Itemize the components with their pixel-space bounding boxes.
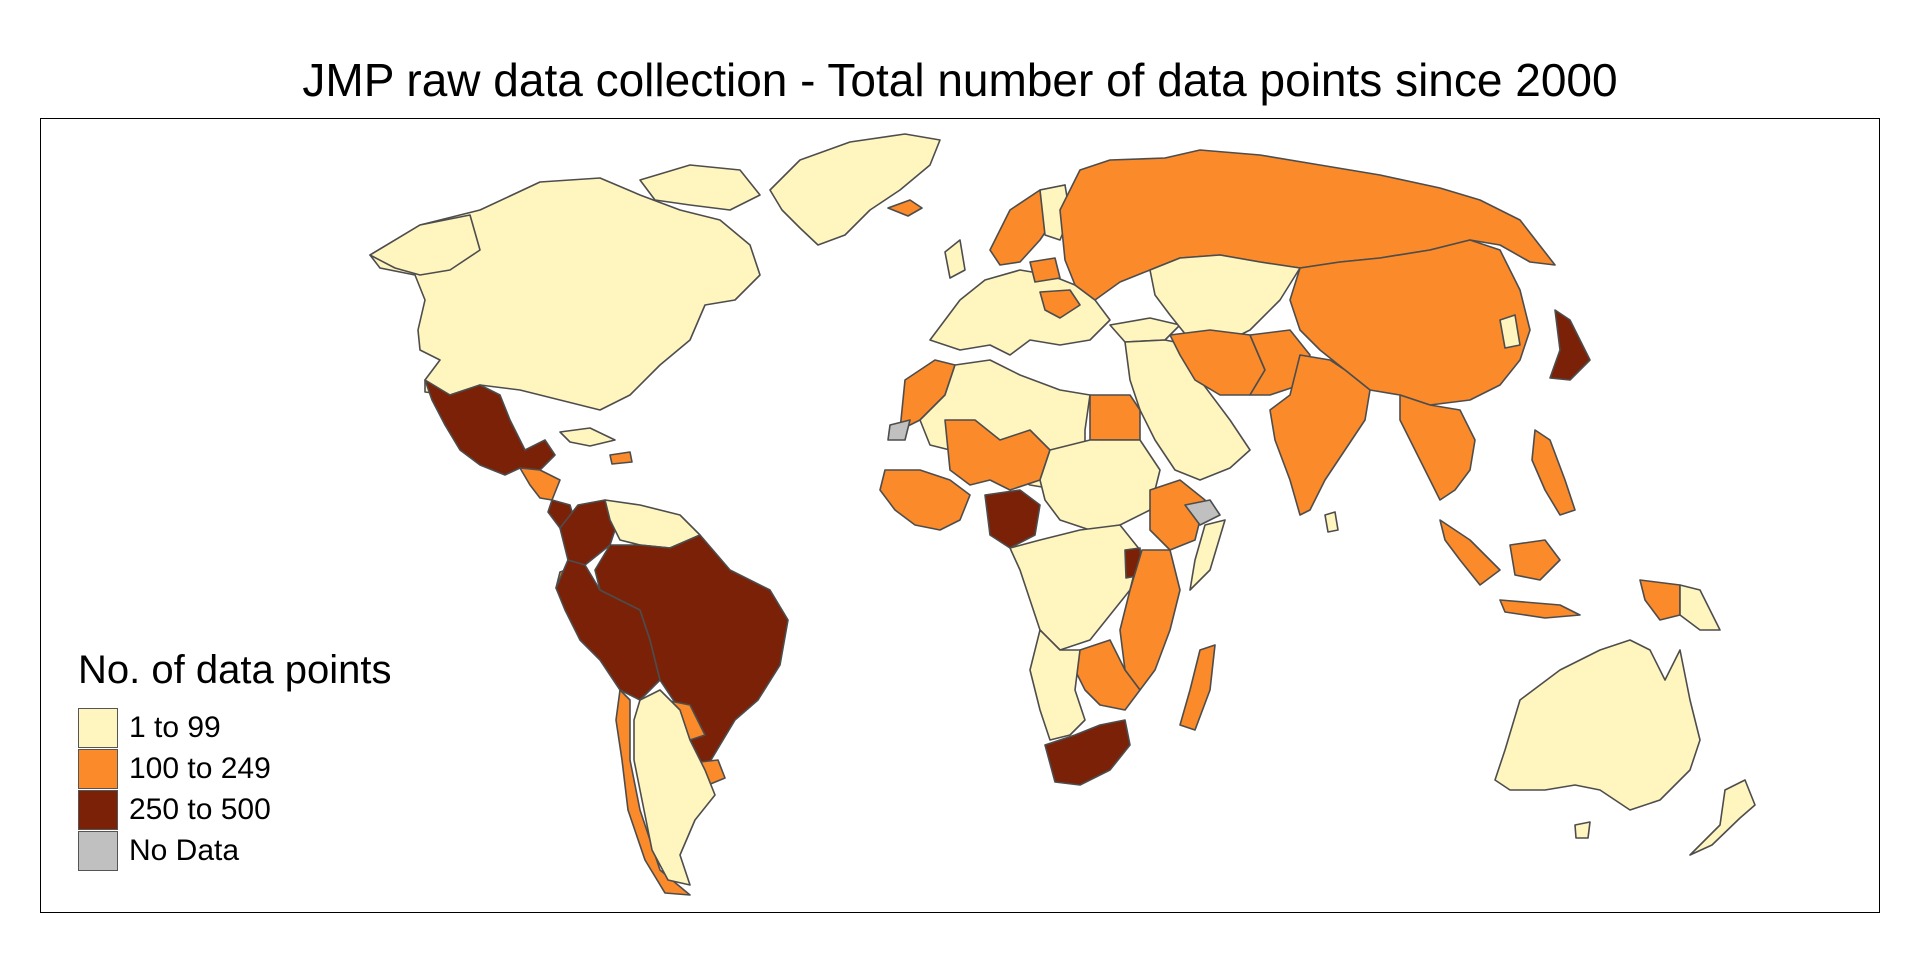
region-east-africa xyxy=(1119,549,1181,691)
legend-label: 100 to 249 xyxy=(129,752,271,785)
region-russia xyxy=(1059,149,1556,301)
region-uk xyxy=(944,239,966,279)
region-alaska xyxy=(369,214,481,276)
region-png xyxy=(1679,584,1721,631)
region-brazil xyxy=(594,534,789,771)
legend-item: 100 to 249 xyxy=(78,749,392,789)
region-china xyxy=(1289,239,1531,406)
region-argentina xyxy=(633,689,716,886)
legend-label: 250 to 500 xyxy=(129,793,271,826)
region-southeast-asia xyxy=(1399,394,1476,501)
region-somalia xyxy=(1184,499,1221,526)
region-tasmania xyxy=(1574,821,1591,839)
region-caribbean-east xyxy=(609,451,633,465)
legend-title: No. of data points xyxy=(78,648,392,692)
region-west-africa xyxy=(879,469,971,531)
region-canada-islands xyxy=(639,164,761,211)
legend-item: No Data xyxy=(78,831,392,871)
region-new-guinea xyxy=(1639,579,1681,621)
region-java xyxy=(1499,599,1581,619)
region-iceland xyxy=(887,199,923,217)
region-poland xyxy=(1029,257,1061,283)
region-sri-lanka xyxy=(1324,511,1339,533)
region-nigeria xyxy=(984,489,1041,549)
region-southern-central-africa xyxy=(1074,639,1141,711)
legend-swatch xyxy=(78,831,118,871)
region-philippines xyxy=(1531,429,1576,516)
legend-label: 1 to 99 xyxy=(129,711,221,744)
region-madagascar xyxy=(1179,644,1216,731)
region-chile xyxy=(615,689,691,896)
region-western-sahara xyxy=(887,419,911,441)
region-south-africa xyxy=(1044,719,1131,786)
legend-swatch xyxy=(78,790,118,830)
region-indonesia xyxy=(1439,519,1501,586)
region-central-america xyxy=(519,467,561,501)
region-southern-africa xyxy=(1029,629,1086,741)
map-frame xyxy=(40,118,1880,913)
region-sudan-chad xyxy=(1039,439,1161,531)
region-turkey xyxy=(1109,317,1181,343)
legend-swatch xyxy=(78,749,118,789)
legend-item: 250 to 500 xyxy=(78,790,392,830)
region-borneo xyxy=(1509,539,1561,581)
legend-swatch xyxy=(78,708,118,748)
region-new-zealand xyxy=(1689,779,1756,856)
region-central-africa xyxy=(1009,524,1141,651)
region-central-asia xyxy=(1149,254,1301,346)
world-map xyxy=(369,133,1756,896)
legend: No. of data points 1 to 99 100 to 249 25… xyxy=(78,646,392,872)
legend-item: 1 to 99 xyxy=(78,708,392,748)
region-greenland xyxy=(769,133,941,246)
map-title: JMP raw data collection - Total number o… xyxy=(302,54,1618,106)
region-somalia-south xyxy=(1189,519,1226,591)
region-north-america xyxy=(369,177,761,411)
region-india xyxy=(1269,354,1371,516)
region-ethiopia xyxy=(1149,479,1206,551)
region-korea xyxy=(1499,314,1521,349)
region-australia xyxy=(1494,639,1701,811)
region-caribbean xyxy=(559,427,616,447)
region-japan xyxy=(1549,309,1591,381)
region-egypt xyxy=(1089,394,1141,441)
region-mexico xyxy=(424,379,556,476)
region-balkans xyxy=(1039,289,1081,319)
legend-label: No Data xyxy=(129,834,240,867)
